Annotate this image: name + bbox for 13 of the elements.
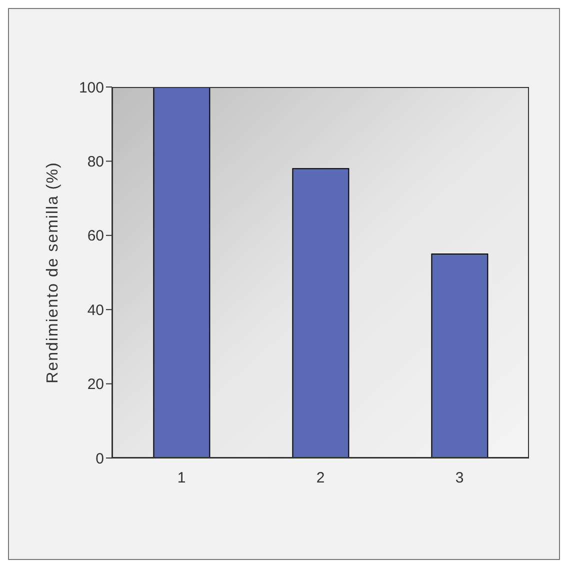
- x-tick-label: 2: [316, 470, 325, 487]
- bar: [153, 87, 210, 458]
- y-tick-label: 40: [87, 302, 104, 319]
- y-tick-label: 0: [96, 450, 104, 468]
- y-tick-label: 100: [78, 79, 104, 96]
- x-tick-label: 1: [177, 470, 186, 487]
- bar: [292, 168, 350, 458]
- y-tick-label: 80: [87, 154, 104, 171]
- y-axis-title: Rendimiento de semilla (%): [44, 162, 62, 384]
- bar: [431, 253, 488, 458]
- y-tick-label: 20: [87, 376, 104, 394]
- y-tick-label: 60: [87, 228, 104, 245]
- x-tick-label: 3: [455, 470, 464, 487]
